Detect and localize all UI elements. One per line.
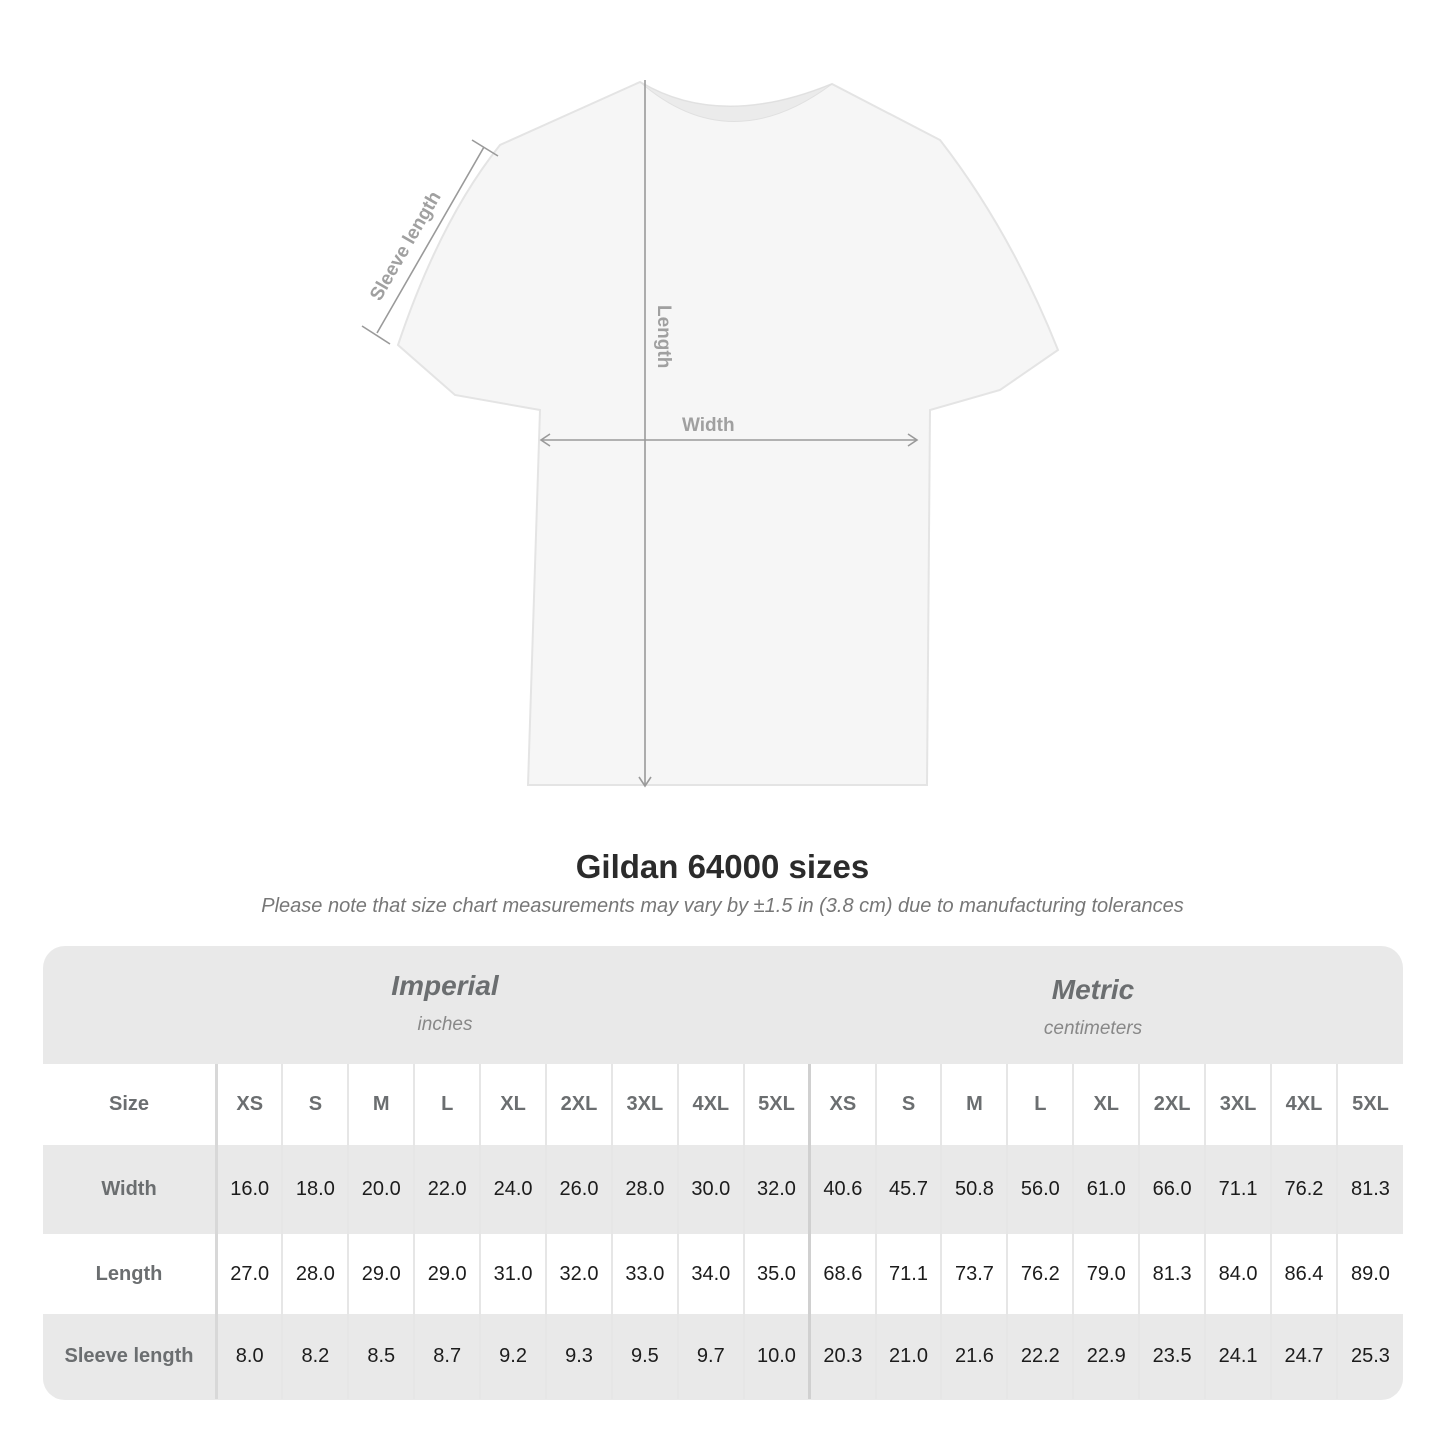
metric-size-4xl: 4XL	[1270, 1064, 1337, 1145]
metric-value: 81.3	[1335, 1145, 1403, 1234]
imperial-size-s: S	[281, 1064, 349, 1145]
imperial-unit: inches	[417, 1014, 473, 1035]
metric-value: 76.2	[1006, 1234, 1074, 1314]
metric-value: 21.6	[940, 1314, 1008, 1399]
imperial-size-3xl: 3XL	[610, 1064, 678, 1145]
metric-value: 79.0	[1072, 1234, 1140, 1314]
table-row: Length 27.0 28.0 29.0 29.0 31.0 32.0 33.0 34.0 35…	[43, 1234, 1403, 1314]
metric-unit: centimeters	[1043, 1018, 1143, 1039]
metric-value: 56.0	[1006, 1145, 1074, 1234]
table-row: Sleeve length 8.0 8.2 8.5 8.7 9.2 9.3 9.5 9.7 10.…	[43, 1314, 1403, 1399]
imperial-value: 31.0	[479, 1234, 547, 1314]
size-table: Imperial inches Metric centimeters Size X…	[43, 946, 1403, 1400]
imperial-value: 27.0	[215, 1234, 283, 1314]
row-label: Sleeve length	[43, 1314, 218, 1399]
imperial-value: 34.0	[676, 1234, 744, 1314]
imperial-value: 30.0	[676, 1145, 744, 1234]
metric-value: 81.3	[1138, 1234, 1206, 1314]
imperial-value: 28.0	[281, 1234, 349, 1314]
imperial-size-xl: XL	[479, 1064, 547, 1145]
size-label: Size	[43, 1064, 218, 1145]
metric-value: 22.2	[1006, 1314, 1074, 1399]
imperial-value: 29.0	[413, 1234, 481, 1314]
row-label: Width	[43, 1145, 218, 1234]
width-label: Width	[682, 415, 735, 436]
imperial-value: 18.0	[281, 1145, 349, 1234]
metric-size-xs: XS	[808, 1064, 876, 1145]
metric-value: 73.7	[940, 1234, 1008, 1314]
metric-value: 24.7	[1270, 1314, 1337, 1399]
metric-value: 68.6	[808, 1234, 876, 1314]
imperial-value: 22.0	[413, 1145, 481, 1234]
imperial-value: 9.5	[610, 1314, 678, 1399]
metric-title: Metric	[1051, 974, 1135, 1005]
tshirt-collar	[639, 81, 833, 122]
imperial-value: 9.3	[545, 1314, 612, 1399]
metric-size-5xl: 5XL	[1335, 1064, 1403, 1145]
imperial-value: 9.7	[676, 1314, 744, 1399]
imperial-value: 32.0	[742, 1145, 810, 1234]
tshirt-diagram: Sleeve length Length Width	[361, 80, 1060, 788]
imperial-value: 33.0	[610, 1234, 678, 1314]
metric-value: 23.5	[1138, 1314, 1206, 1399]
length-label: Length	[653, 305, 674, 368]
metric-value: 89.0	[1335, 1234, 1403, 1314]
tolerance-note: Please note that size chart measurements…	[261, 895, 1184, 917]
metric-value: 45.7	[874, 1145, 942, 1234]
imperial-value: 35.0	[742, 1234, 810, 1314]
imperial-value: 9.2	[479, 1314, 547, 1399]
metric-value: 84.0	[1204, 1234, 1271, 1314]
imperial-value: 20.0	[347, 1145, 415, 1234]
metric-value: 71.1	[874, 1234, 942, 1314]
metric-value: 20.3	[808, 1314, 876, 1399]
imperial-value: 8.2	[281, 1314, 349, 1399]
imperial-value: 32.0	[545, 1234, 612, 1314]
size-header-row: Size XS S M L XL 2XL 3XL 4XL 5XL XS S M L XL 2XL 3XL 4XL 5…	[43, 1064, 1403, 1145]
imperial-value: 29.0	[347, 1234, 415, 1314]
metric-size-2xl: 2XL	[1138, 1064, 1206, 1145]
imperial-size-xs: XS	[215, 1064, 283, 1145]
row-label: Length	[43, 1234, 218, 1314]
table-row: Width 16.0 18.0 20.0 22.0 24.0 26.0 28.0 30.0 32.…	[43, 1145, 1403, 1234]
metric-value: 24.1	[1204, 1314, 1271, 1399]
metric-value: 21.0	[874, 1314, 942, 1399]
metric-size-l: L	[1006, 1064, 1074, 1145]
metric-size-s: S	[874, 1064, 942, 1145]
metric-value: 66.0	[1138, 1145, 1206, 1234]
imperial-value: 24.0	[479, 1145, 547, 1234]
imperial-title: Imperial	[391, 970, 499, 1001]
metric-value: 71.1	[1204, 1145, 1271, 1234]
metric-size-3xl: 3XL	[1204, 1064, 1271, 1145]
imperial-value: 10.0	[742, 1314, 810, 1399]
imperial-size-5xl: 5XL	[742, 1064, 810, 1145]
size-grid: Size XS S M L XL 2XL 3XL 4XL 5XL XS S M L XL 2XL 3XL 4XL 5…	[43, 1064, 1403, 1399]
imperial-value: 8.0	[215, 1314, 283, 1399]
imperial-value: 26.0	[545, 1145, 612, 1234]
imperial-size-2xl: 2XL	[545, 1064, 612, 1145]
imperial-value: 8.7	[413, 1314, 481, 1399]
imperial-value: 16.0	[215, 1145, 283, 1234]
metric-value: 50.8	[940, 1145, 1008, 1234]
metric-value: 25.3	[1335, 1314, 1403, 1399]
metric-value: 40.6	[808, 1145, 876, 1234]
metric-size-xl: XL	[1072, 1064, 1140, 1145]
metric-value: 76.2	[1270, 1145, 1337, 1234]
imperial-value: 8.5	[347, 1314, 415, 1399]
chart-title: Gildan 64000 sizes	[575, 848, 870, 885]
sleeve-measure-line	[376, 146, 485, 334]
imperial-size-4xl: 4XL	[676, 1064, 744, 1145]
imperial-size-l: L	[413, 1064, 481, 1145]
metric-size-m: M	[940, 1064, 1008, 1145]
metric-header: Metric centimeters	[813, 974, 1373, 1040]
imperial-value: 28.0	[610, 1145, 678, 1234]
imperial-header: Imperial inches	[165, 970, 725, 1036]
imperial-size-m: M	[347, 1064, 415, 1145]
metric-value: 22.9	[1072, 1314, 1140, 1399]
metric-value: 86.4	[1270, 1234, 1337, 1314]
metric-value: 61.0	[1072, 1145, 1140, 1234]
